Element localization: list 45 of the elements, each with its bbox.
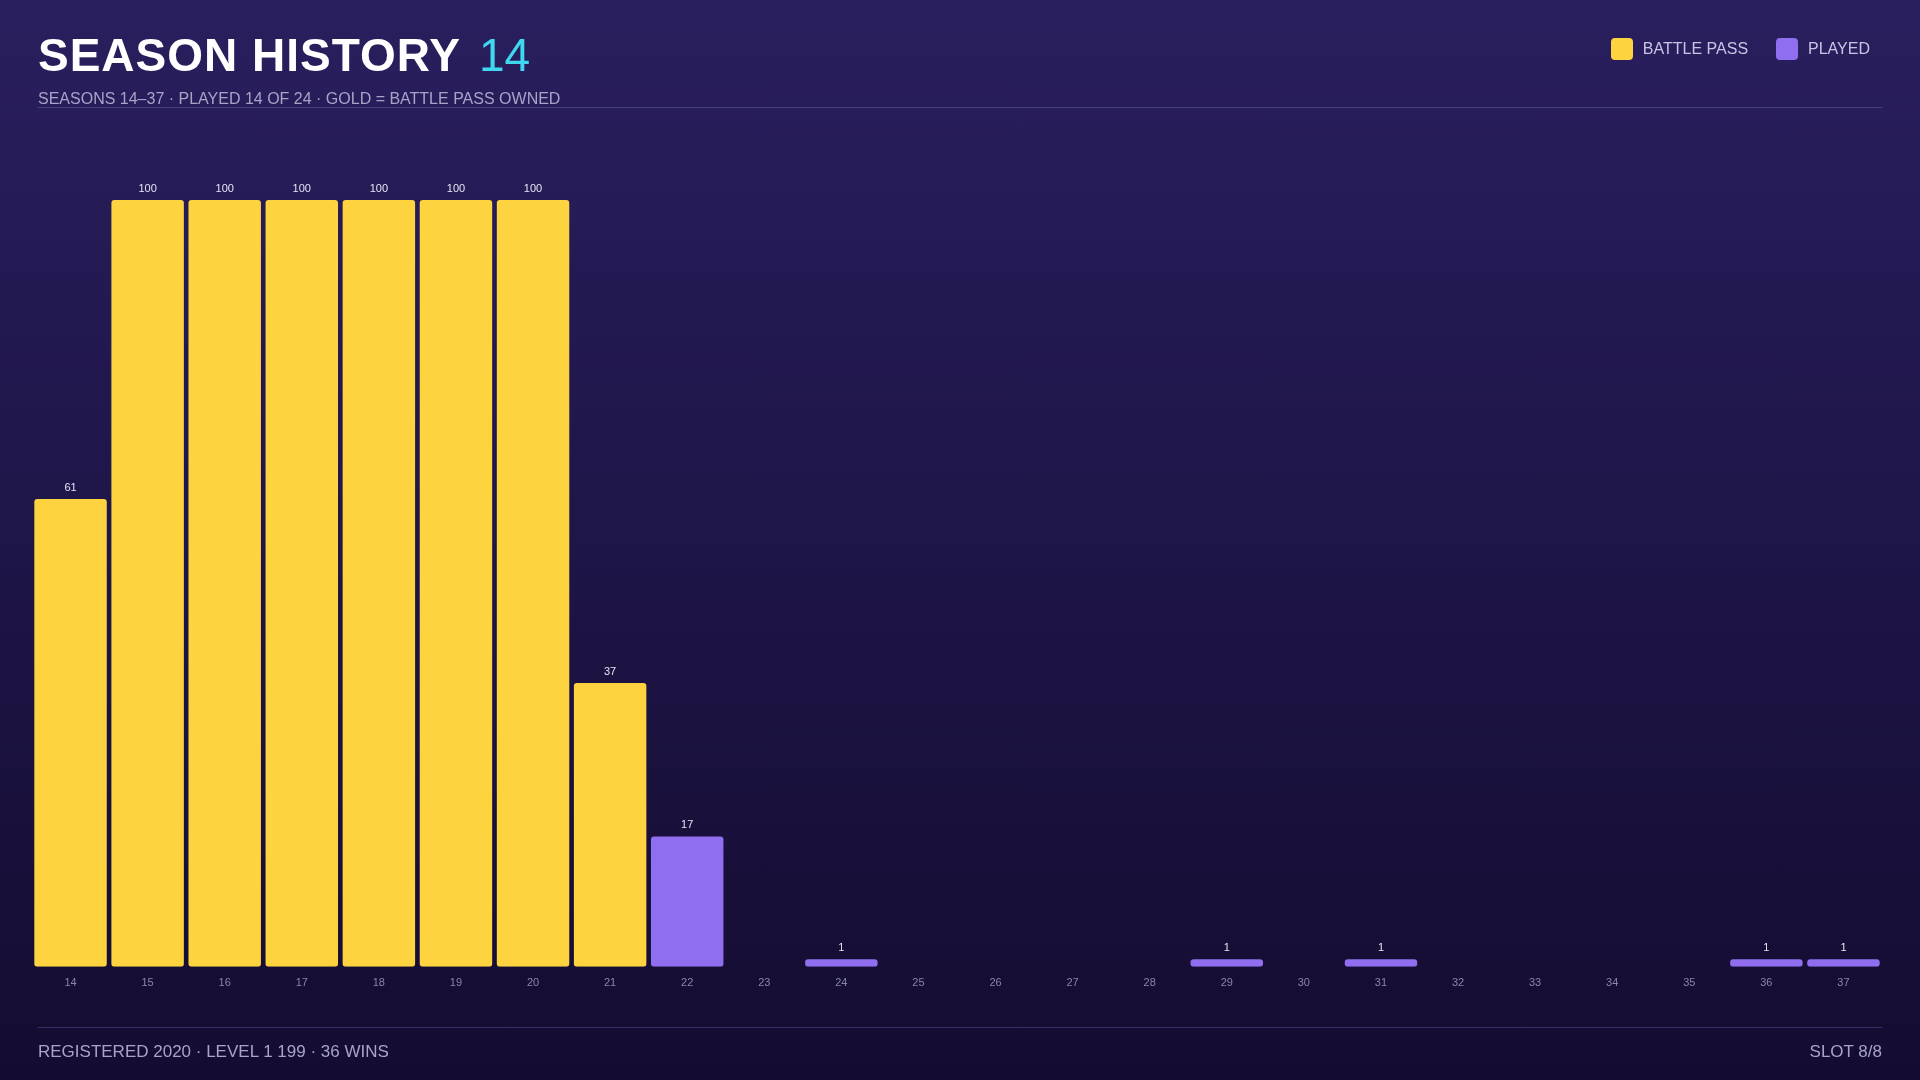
x-tick-label: 18 bbox=[372, 976, 385, 989]
x-tick-label: 27 bbox=[1066, 976, 1079, 989]
x-tick-label: 16 bbox=[218, 976, 231, 989]
data-label: 37 bbox=[604, 664, 617, 677]
text: 14 bbox=[478, 28, 531, 82]
x-tick-label: 31 bbox=[1374, 976, 1388, 989]
x-tick-label: 29 bbox=[1220, 976, 1233, 989]
data-label: 1 bbox=[1840, 940, 1847, 953]
x-tick-label: 20 bbox=[526, 976, 540, 989]
text: REGISTERED 2020 · LEVEL 1 199 · 36 WINS bbox=[38, 1042, 389, 1062]
data-label: 1 bbox=[1763, 940, 1770, 953]
data-label: 1 bbox=[838, 940, 845, 953]
x-tick-label: 15 bbox=[141, 976, 154, 989]
data-label: 17 bbox=[681, 817, 694, 830]
data-label: 100 bbox=[523, 181, 543, 194]
x-tick-label: 32 bbox=[1451, 976, 1465, 989]
data-label: 100 bbox=[369, 181, 389, 194]
x-tick-label: 24 bbox=[835, 976, 848, 989]
x-tick-label: 26 bbox=[989, 976, 1002, 989]
x-tick-label: 36 bbox=[1760, 976, 1773, 989]
data-label: 1 bbox=[1377, 940, 1385, 953]
chart-subtitle: SEASONS 14–37 · PLAYED 14 OF 24 · GOLD = BATTLE PASS OWNED bbox=[38, 90, 561, 108]
x-tick-label: 34 bbox=[1606, 976, 1619, 989]
x-tick-label: 21 bbox=[604, 976, 617, 989]
x-tick-label: 37 bbox=[1837, 976, 1850, 989]
x-tick-label: 23 bbox=[758, 976, 771, 989]
data-label: 100 bbox=[138, 181, 157, 194]
x-tick-label: 28 bbox=[1143, 976, 1156, 989]
x-tick-label: 35 bbox=[1683, 976, 1696, 989]
text: SLOT 8/8 bbox=[1809, 1042, 1882, 1062]
chart-title: SEASON HISTORY bbox=[38, 28, 461, 82]
data-label: 100 bbox=[446, 181, 466, 194]
x-tick-label: 33 bbox=[1529, 976, 1542, 989]
legend-label: BATTLE PASS bbox=[1642, 40, 1749, 58]
data-label: 1 bbox=[1223, 940, 1230, 953]
data-label: 61 bbox=[64, 480, 77, 493]
x-tick-label: 30 bbox=[1297, 976, 1310, 989]
x-tick-label: 22 bbox=[681, 976, 694, 989]
x-tick-label: 19 bbox=[449, 976, 463, 989]
x-tick-label: 17 bbox=[295, 976, 308, 989]
x-tick-label: 25 bbox=[912, 976, 925, 989]
x-tick-label: 14 bbox=[64, 976, 77, 989]
legend-label: PLAYED bbox=[1808, 40, 1870, 58]
data-label: 100 bbox=[292, 181, 311, 194]
data-label: 100 bbox=[215, 181, 234, 194]
